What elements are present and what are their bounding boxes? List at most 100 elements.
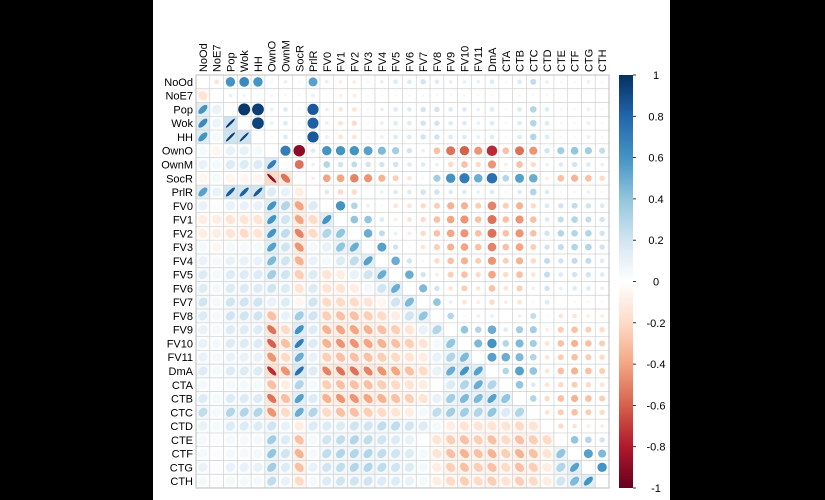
ellipse-FV7-Pop: [225, 297, 235, 307]
cell-FV8-FV10: [463, 314, 466, 318]
cell-CTF-FV4: [374, 446, 389, 461]
cell-FV9-FV11: [474, 326, 482, 334]
cell-NoOd-Pop: [225, 77, 236, 87]
cell-OwnM-FV11: [475, 161, 481, 168]
col-label-FV9: FV9: [446, 52, 458, 72]
ellipse-FV10-FV9: [446, 338, 456, 348]
cell-CTA-CTB: [515, 380, 524, 389]
cell-FV1-OwnO: [264, 212, 279, 227]
cell-Wok-CTE: [559, 121, 563, 125]
ellipse-CTA-NoE7: [212, 380, 222, 390]
circle-FV10-CTH: [599, 340, 606, 347]
cell-FV1-CTD: [544, 217, 550, 222]
cell-FV11-CTC: [529, 353, 537, 361]
cell-Pop-CTE: [559, 108, 563, 111]
cell-NoE7-FV1: [338, 93, 343, 98]
ellipse-FV6-PrlR: [308, 283, 318, 293]
cell-FV6-PrlR: [306, 281, 320, 296]
circle-FV7-CTF: [573, 300, 576, 304]
ellipse-CTF-NoE7: [212, 449, 222, 459]
col-label-FV1: FV1: [336, 52, 348, 72]
row-label-Pop: Pop: [173, 104, 193, 116]
cell-CTE-OwnO: [264, 432, 279, 447]
cell-CTH-DmA: [485, 474, 499, 488]
cell-FV7-CTB: [517, 299, 522, 305]
circle-Wok-PrlR: [307, 117, 319, 129]
ellipse-SocR-Pop: [225, 173, 235, 183]
ellipse-FV5-HH: [253, 270, 263, 280]
cell-FV4-FV10: [460, 257, 469, 265]
ellipse-CTG-FV8: [432, 462, 442, 472]
cell-CTF-FV3: [361, 446, 375, 461]
circle-FV11-CTA: [501, 352, 511, 362]
ellipse-FV6-NoE7: [212, 283, 222, 293]
colorbar-tick-label: -0.8: [647, 442, 666, 454]
ellipse-FV5-NoOd: [198, 270, 208, 280]
cell-CTC-Pop: [223, 405, 238, 420]
ellipse-DmA-NoOd: [198, 366, 208, 376]
cell-HH-FV1: [338, 134, 343, 140]
cell-CTA-FV4: [374, 377, 389, 392]
circle-FV5-FV9: [447, 271, 454, 278]
ellipse-CTD-Wok: [239, 421, 249, 431]
ellipse-FV9-Wok: [239, 325, 249, 335]
cell-FV3-SocR: [292, 240, 307, 254]
ellipse-CTH-FV9: [446, 476, 456, 486]
circle-DmA-CTD: [544, 368, 550, 374]
row-label-OwnM: OwnM: [161, 160, 193, 172]
ellipse-CTB-Pop: [225, 393, 235, 404]
col-label-CTG: CTG: [583, 49, 595, 72]
ellipse-CTF-NoOd: [198, 449, 208, 459]
ellipse-HH-NoOd: [198, 132, 208, 142]
cell-PrlR-FV8: [434, 189, 440, 195]
ellipse-FV7-FV6: [404, 297, 414, 307]
cell-CTD-DmA: [485, 419, 499, 433]
ellipse-CTB-Wok: [239, 393, 249, 404]
cell-OwnM-OwnM: [279, 158, 292, 171]
cell-FV1-CTC: [529, 216, 537, 223]
cell-FV9-Wok: [237, 322, 252, 337]
cell-CTE-FV3: [361, 432, 375, 447]
circle-NoE7-FV6: [408, 94, 411, 98]
circle-NoE7-FV11: [476, 94, 480, 98]
circle-Wok-CTA: [504, 121, 508, 125]
cell-FV2-CTC: [529, 229, 537, 237]
cell-CTD-FV9: [443, 419, 458, 433]
cell-OwnO-CTB: [515, 146, 525, 156]
ellipse-FV8-FV6: [404, 311, 414, 321]
circle-CTA-CTH: [599, 382, 605, 388]
ellipse-CTD-FV0: [322, 421, 332, 431]
cell-CTE-CTH: [599, 437, 605, 443]
circle-NoOd-CTH: [600, 80, 604, 84]
circle-OwnM-FV11: [475, 161, 481, 168]
ellipse-CTB-FV4: [377, 393, 387, 404]
cell-Pop-CTD: [544, 107, 550, 112]
cell-FV6-FV7: [419, 284, 428, 293]
cell-CTG-FV6: [402, 460, 417, 475]
ellipse-CTB-NoOd: [198, 393, 208, 404]
cell-FV6-FV10: [461, 285, 468, 292]
cell-Pop-FV11: [476, 107, 481, 112]
cell-FV0-HH: [251, 198, 265, 213]
ellipse-FV4-NoOd: [198, 256, 208, 266]
circle-FV9-CTH: [599, 326, 605, 333]
cell-FV9-CTD: [545, 327, 549, 332]
ellipse-FV11-FV6: [404, 352, 414, 362]
circle-FV7-FV9: [448, 300, 453, 305]
ellipse-FV11-FV9: [446, 352, 456, 362]
ellipse-CTE-FV6: [404, 435, 414, 445]
cell-FV8-OwnO: [264, 309, 279, 323]
ellipse-CTC-SocR: [294, 407, 304, 417]
ellipse-FV9-OwnM: [280, 325, 291, 335]
ellipse-FV10-FV6: [404, 338, 414, 348]
ellipse-FV10-Pop: [225, 338, 235, 348]
circle-FV0-CTC: [530, 203, 537, 209]
cell-CTG-CTB: [512, 460, 527, 475]
cell-SocR-CTC: [528, 173, 538, 183]
col-label-FV5: FV5: [391, 52, 403, 72]
circle-PrlR-FV0: [324, 189, 330, 195]
ellipse-FV3-FV2: [349, 242, 359, 252]
circle-NoOd-FV9: [448, 79, 453, 84]
cell-FV4-NoE7: [209, 253, 224, 268]
circle-FV0-FV4: [380, 204, 384, 208]
